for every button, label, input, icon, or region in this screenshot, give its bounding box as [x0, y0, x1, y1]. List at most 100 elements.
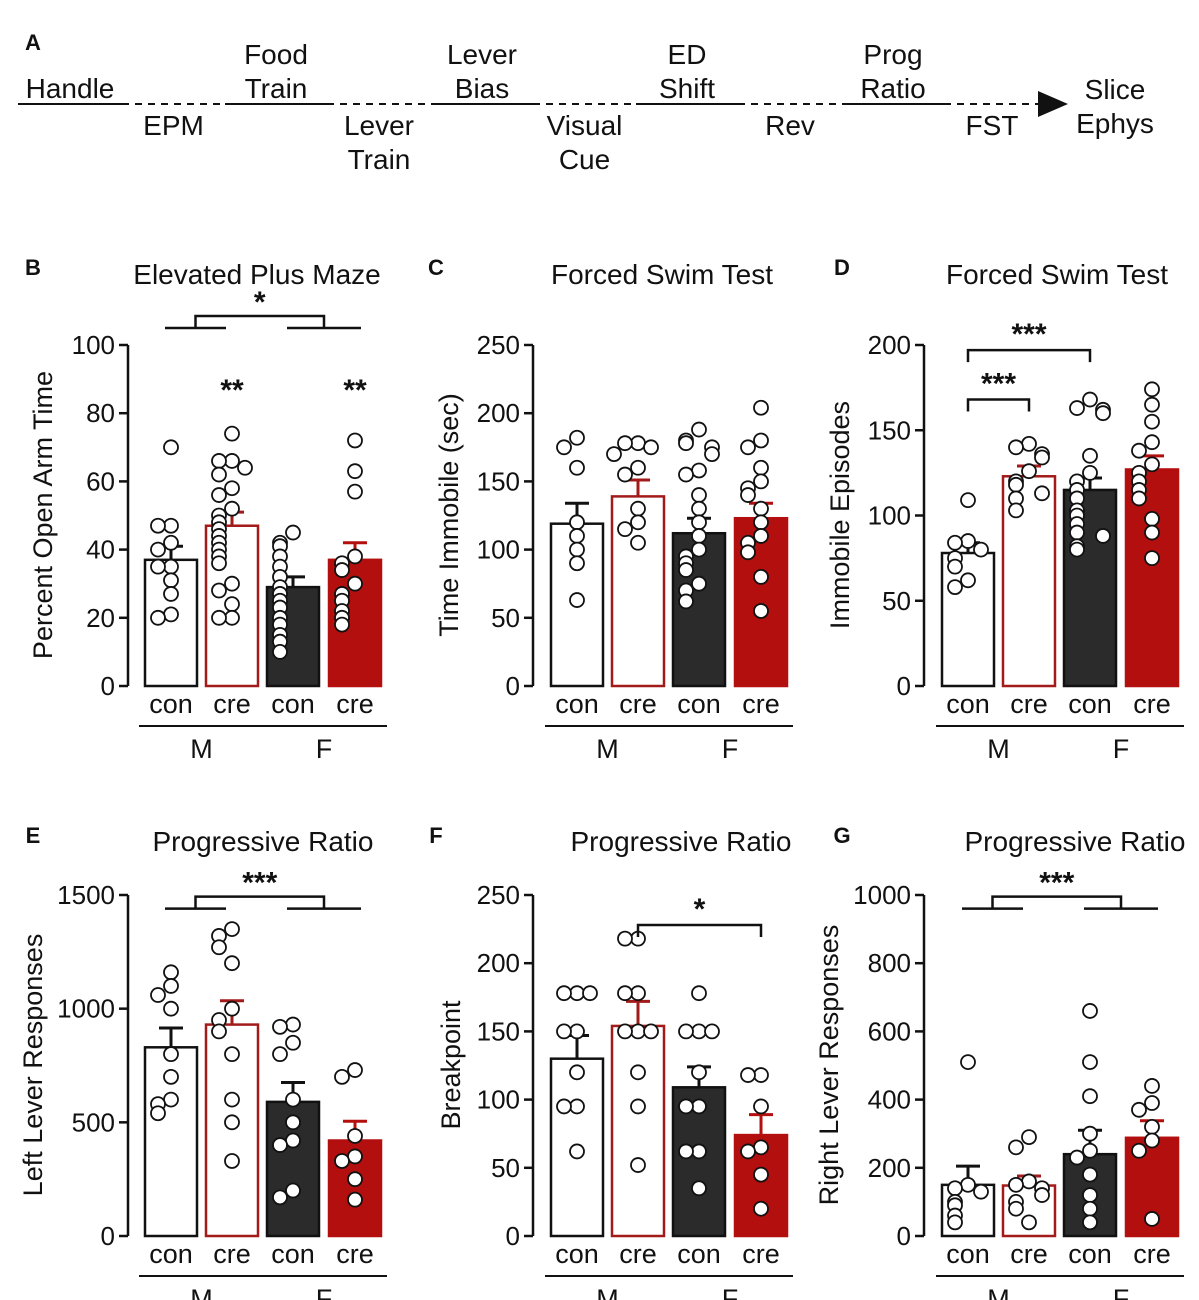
- data-point: [163, 1091, 179, 1108]
- data-point: [1144, 381, 1160, 398]
- data-point: [643, 1023, 659, 1040]
- y-tick-label: 40: [86, 535, 115, 565]
- data-point: [960, 492, 976, 509]
- chart-panel-g: G Progressive Ratio Right Lever Responses 0…: [814, 823, 1185, 1300]
- x-category-label: cre: [619, 689, 657, 719]
- y-tick-label: 200: [868, 330, 911, 360]
- x-category-label: cre: [336, 689, 374, 719]
- timeline-step-label: ED: [668, 39, 707, 70]
- data-point: [740, 1143, 756, 1160]
- data-point: [753, 1139, 769, 1156]
- data-point: [163, 1068, 179, 1085]
- timeline-final-label: Ephys: [1076, 108, 1154, 139]
- data-point: [150, 987, 166, 1003]
- y-tick-label: 200: [868, 1153, 911, 1183]
- data-point: [1131, 1101, 1147, 1118]
- x-category-label: con: [149, 689, 193, 719]
- data-point: [630, 1157, 646, 1173]
- data-point: [569, 541, 585, 558]
- data-point: [224, 1091, 240, 1108]
- data-point: [347, 463, 363, 480]
- x-group-label: M: [190, 1284, 213, 1300]
- data-point: [691, 1064, 707, 1081]
- data-point: [617, 521, 633, 538]
- timeline-step-label: Food: [244, 39, 308, 70]
- data-point: [947, 534, 963, 551]
- data-point: [704, 1023, 720, 1040]
- data-point: [753, 500, 769, 517]
- data-point: [1082, 1200, 1098, 1217]
- data-point: [285, 1182, 301, 1199]
- data-point: [617, 466, 633, 483]
- data-point: [691, 1143, 707, 1160]
- y-tick-label: 100: [868, 501, 911, 531]
- data-point: [1082, 1003, 1098, 1019]
- significance-star: **: [343, 374, 367, 407]
- data-point: [1069, 524, 1085, 541]
- significance-bracket: [636, 923, 763, 938]
- data-point: [753, 1098, 769, 1115]
- data-point: [1144, 456, 1160, 473]
- data-point: [347, 1171, 363, 1188]
- data-point: [643, 439, 659, 456]
- y-tick-label: 50: [491, 603, 520, 633]
- data-point: [285, 1114, 301, 1131]
- y-tick-label: 1000: [853, 880, 911, 910]
- data-point: [569, 429, 585, 446]
- data-point: [678, 1023, 694, 1040]
- data-point: [272, 1137, 288, 1153]
- data-point: [272, 1018, 288, 1035]
- y-tick-label: 100: [477, 1085, 520, 1115]
- data-point: [753, 1200, 769, 1217]
- data-point: [960, 1176, 976, 1193]
- data-point: [678, 1143, 694, 1160]
- data-point: [163, 606, 179, 623]
- data-point: [569, 459, 585, 476]
- data-point: [1021, 1129, 1037, 1146]
- data-point: [1069, 541, 1085, 558]
- y-tick-label: 0: [506, 1221, 520, 1251]
- y-tick-label: 100: [72, 330, 115, 360]
- x-category-label: cre: [1010, 1239, 1048, 1269]
- x-group-label: M: [190, 734, 213, 764]
- data-point: [211, 1023, 227, 1040]
- timeline-step-label: Prog: [863, 39, 922, 70]
- x-category-label: con: [1068, 689, 1112, 719]
- data-point: [224, 955, 240, 972]
- data-point: [272, 1189, 288, 1206]
- data-point: [285, 1034, 301, 1051]
- timeline-step-label: FST: [966, 110, 1019, 141]
- data-point: [163, 1046, 179, 1063]
- panel-label: E: [26, 823, 41, 848]
- data-point: [678, 435, 694, 452]
- timeline-step-label: Rev: [765, 110, 815, 141]
- data-point: [1008, 1176, 1024, 1193]
- y-tick-label: 150: [477, 466, 520, 496]
- x-group-label: F: [316, 734, 333, 764]
- data-point: [1021, 1214, 1037, 1231]
- data-point: [211, 466, 227, 483]
- data-point: [947, 558, 963, 575]
- data-point: [285, 524, 301, 541]
- data-point: [163, 1000, 179, 1017]
- data-point: [150, 517, 166, 534]
- data-point: [163, 439, 179, 456]
- data-point: [1008, 439, 1024, 456]
- panel-label: D: [834, 255, 850, 280]
- panel-label: C: [428, 255, 444, 280]
- data-point: [1131, 490, 1147, 507]
- data-point: [1082, 1142, 1098, 1159]
- data-point: [347, 548, 363, 565]
- data-point: [630, 459, 646, 476]
- data-point: [150, 541, 166, 558]
- x-group-label: M: [596, 1284, 619, 1300]
- y-tick-label: 400: [868, 1085, 911, 1115]
- data-point: [150, 558, 166, 575]
- data-point: [347, 1148, 363, 1165]
- data-point: [334, 1068, 350, 1085]
- data-point: [753, 528, 769, 544]
- data-point: [960, 1054, 976, 1070]
- data-point: [1144, 413, 1160, 430]
- x-category-label: con: [271, 689, 315, 719]
- chart-panel-e: E Progressive Ratio Left Lever Responses 0 5…: [18, 823, 387, 1300]
